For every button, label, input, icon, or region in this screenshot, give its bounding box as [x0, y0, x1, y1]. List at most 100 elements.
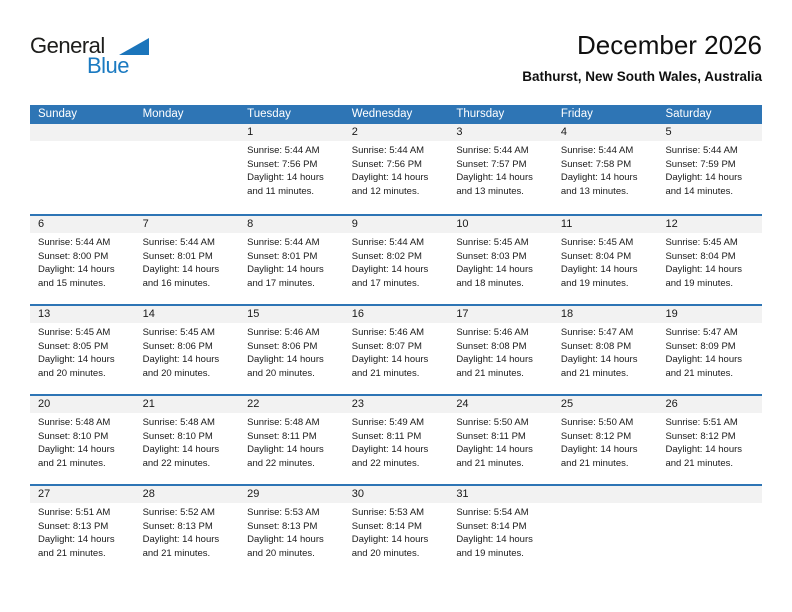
- calendar-cell-empty: [552, 486, 658, 574]
- detail-line: Daylight: 14 hours: [456, 264, 533, 275]
- page-title: December 2026: [577, 30, 762, 60]
- detail-line: and 19 minutes.: [456, 547, 524, 559]
- day-details: Sunrise: 5:48 AM Sunset: 8:10 PM Daylight:…: [135, 413, 240, 470]
- calendar-cell: 20 Sunrise: 5:48 AM Sunset: 8:10 PM Dayligh…: [30, 396, 135, 484]
- detail-line: Sunset: 8:04 PM: [560, 250, 632, 262]
- detail-line: Sunrise: 5:44 AM: [247, 237, 320, 248]
- detail-line: Sunset: 7:58 PM: [560, 158, 632, 170]
- logo-word-general: General: [30, 33, 105, 58]
- day-number: 3: [448, 124, 553, 141]
- weekday-header-tuesday: Tuesday: [247, 108, 291, 120]
- day-details: Sunrise: 5:45 AM Sunset: 8:04 PM Daylight:…: [657, 233, 762, 290]
- detail-line: and 13 minutes.: [560, 185, 629, 197]
- detail-line: Sunrise: 5:44 AM: [142, 237, 215, 248]
- day-number: 23: [343, 396, 449, 413]
- detail-line: and 21 minutes.: [142, 547, 211, 559]
- detail-line: Sunset: 8:12 PM: [560, 430, 632, 442]
- day-number: 9: [343, 216, 449, 233]
- detail-line: Sunrise: 5:44 AM: [38, 237, 111, 248]
- day-details: Sunrise: 5:44 AM Sunset: 7:56 PM Daylight:…: [239, 141, 344, 198]
- day-number: 29: [239, 486, 344, 503]
- detail-line: Daylight: 14 hours: [456, 172, 533, 183]
- calendar-cell: 11 Sunrise: 5:45 AM Sunset: 8:04 PM Dayligh…: [552, 216, 658, 304]
- calendar-cell: 27 Sunrise: 5:51 AM Sunset: 8:13 PM Dayligh…: [30, 486, 135, 574]
- detail-line: Daylight: 14 hours: [247, 264, 324, 275]
- detail-line: Sunset: 8:01 PM: [142, 250, 213, 262]
- detail-line: and 12 minutes.: [351, 185, 420, 197]
- day-details: Sunrise: 5:44 AM Sunset: 7:58 PM Daylight:…: [553, 141, 658, 198]
- day-number: [552, 486, 658, 503]
- detail-line: Daylight: 14 hours: [38, 534, 115, 545]
- detail-line: Sunrise: 5:44 AM: [560, 145, 634, 156]
- detail-line: Daylight: 14 hours: [247, 354, 324, 365]
- detail-line: and 19 minutes.: [560, 277, 629, 289]
- day-details: Sunrise: 5:49 AM Sunset: 8:11 PM Daylight:…: [344, 413, 449, 470]
- detail-line: and 14 minutes.: [665, 185, 734, 197]
- detail-line: Daylight: 14 hours: [665, 264, 743, 275]
- day-number: 25: [552, 396, 658, 413]
- day-number: [134, 124, 240, 141]
- detail-line: Daylight: 14 hours: [142, 354, 220, 365]
- day-details: Sunrise: 5:54 AM Sunset: 8:14 PM Daylight:…: [448, 503, 553, 560]
- calendar-cell: 24 Sunrise: 5:50 AM Sunset: 8:11 PM Dayligh…: [448, 396, 553, 484]
- detail-line: Sunset: 8:08 PM: [560, 340, 632, 352]
- detail-line: and 21 minutes.: [665, 457, 734, 469]
- detail-line: Sunrise: 5:51 AM: [665, 417, 738, 428]
- detail-line: Sunset: 8:02 PM: [351, 250, 422, 262]
- detail-line: Sunset: 8:00 PM: [38, 250, 109, 262]
- detail-line: and 15 minutes.: [38, 277, 106, 289]
- day-details: Sunrise: 5:50 AM Sunset: 8:12 PM Daylight:…: [553, 413, 658, 470]
- detail-line: Sunrise: 5:48 AM: [142, 417, 215, 428]
- general-blue-logo: General Blue: [30, 35, 160, 95]
- detail-line: Sunrise: 5:48 AM: [38, 417, 111, 428]
- calendar-cell-empty: [134, 124, 240, 214]
- week-row: 1 Sunrise: 5:44 AM Sunset: 7:56 PM Daylight…: [30, 124, 763, 214]
- detail-line: and 20 minutes.: [247, 547, 315, 559]
- day-details: [135, 141, 240, 144]
- detail-line: and 21 minutes.: [560, 367, 629, 379]
- detail-line: Sunset: 8:13 PM: [142, 520, 213, 532]
- detail-line: Sunset: 8:05 PM: [38, 340, 109, 352]
- calendar-cell: 31 Sunrise: 5:54 AM Sunset: 8:14 PM Dayligh…: [448, 486, 553, 574]
- detail-line: Daylight: 14 hours: [351, 264, 429, 275]
- day-number: 16: [343, 306, 449, 323]
- weekday-header-saturday: Saturday: [665, 108, 712, 120]
- page-subtitle: Bathurst, New South Wales, Australia: [522, 69, 762, 84]
- calendar-cell: 14 Sunrise: 5:45 AM Sunset: 8:06 PM Dayligh…: [134, 306, 240, 394]
- detail-line: Sunset: 8:09 PM: [665, 340, 736, 352]
- calendar-cell: 21 Sunrise: 5:48 AM Sunset: 8:10 PM Dayligh…: [134, 396, 240, 484]
- calendar-cell: 8 Sunrise: 5:44 AM Sunset: 8:01 PM Daylight…: [239, 216, 344, 304]
- page-header: General Blue December 2026 Bathurst, New…: [30, 30, 762, 100]
- detail-line: Sunset: 8:13 PM: [247, 520, 318, 532]
- day-number: 4: [552, 124, 658, 141]
- detail-line: Sunrise: 5:45 AM: [665, 237, 738, 248]
- calendar-cell: 9 Sunrise: 5:44 AM Sunset: 8:02 PM Daylight…: [343, 216, 449, 304]
- detail-line: Sunset: 8:11 PM: [247, 430, 317, 442]
- day-details: Sunrise: 5:51 AM Sunset: 8:13 PM Daylight:…: [30, 503, 135, 560]
- detail-line: Daylight: 14 hours: [560, 172, 638, 183]
- day-details: [657, 503, 762, 506]
- calendar: Sunday Monday Tuesday Wednesday Thursday…: [30, 105, 763, 574]
- detail-line: Daylight: 14 hours: [38, 264, 115, 275]
- detail-line: Sunrise: 5:45 AM: [38, 327, 111, 338]
- calendar-cell: 18 Sunrise: 5:47 AM Sunset: 8:08 PM Dayligh…: [552, 306, 658, 394]
- day-details: Sunrise: 5:45 AM Sunset: 8:04 PM Daylight:…: [553, 233, 658, 290]
- calendar-cell: 15 Sunrise: 5:46 AM Sunset: 8:06 PM Dayligh…: [239, 306, 344, 394]
- day-number: [657, 486, 763, 503]
- weekday-header-friday: Friday: [560, 108, 593, 120]
- calendar-body: 1 Sunrise: 5:44 AM Sunset: 7:56 PM Daylight…: [30, 124, 763, 574]
- detail-line: Sunrise: 5:47 AM: [560, 327, 634, 338]
- day-details: Sunrise: 5:46 AM Sunset: 8:06 PM Daylight:…: [239, 323, 344, 380]
- detail-line: Daylight: 14 hours: [665, 172, 743, 183]
- detail-line: Sunset: 7:57 PM: [456, 158, 527, 170]
- day-number: 1: [239, 124, 344, 141]
- detail-line: Sunrise: 5:45 AM: [456, 237, 529, 248]
- day-details: Sunrise: 5:47 AM Sunset: 8:08 PM Daylight:…: [553, 323, 658, 380]
- detail-line: Daylight: 14 hours: [247, 172, 324, 183]
- day-number: 13: [30, 306, 135, 323]
- detail-line: Sunset: 8:12 PM: [665, 430, 736, 442]
- calendar-cell: 5 Sunrise: 5:44 AM Sunset: 7:59 PM Daylight…: [657, 124, 763, 214]
- detail-line: Sunrise: 5:50 AM: [456, 417, 529, 428]
- detail-line: and 20 minutes.: [142, 367, 211, 379]
- week-row: 13 Sunrise: 5:45 AM Sunset: 8:05 PM Dayligh…: [30, 304, 763, 394]
